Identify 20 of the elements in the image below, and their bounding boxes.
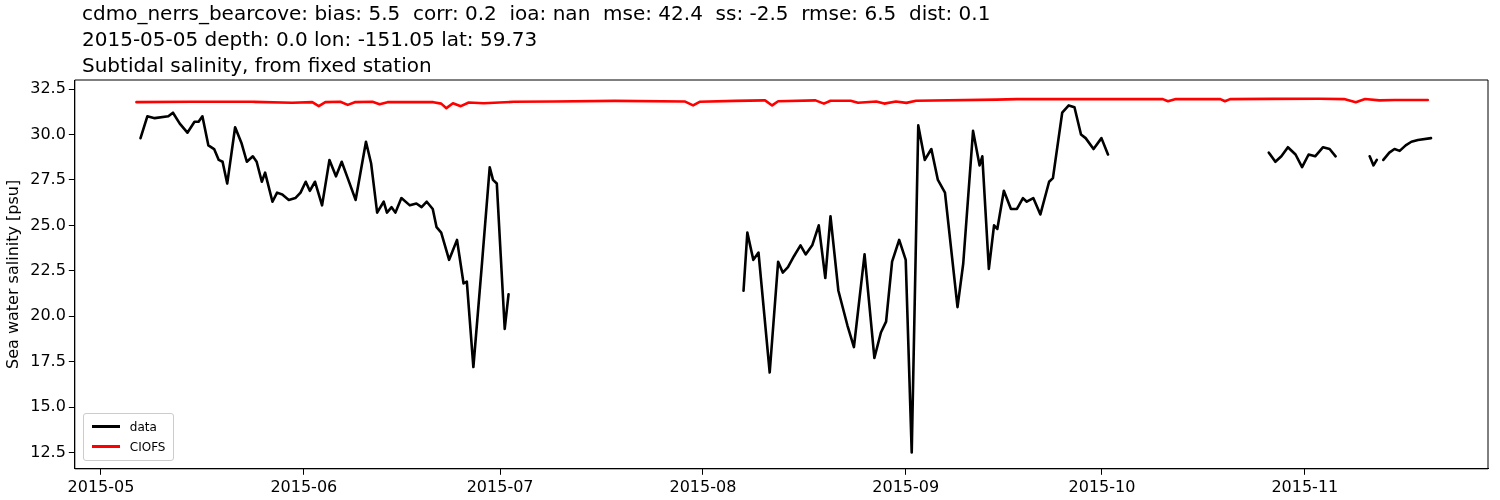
- x-tick-label: 2015-10: [1068, 476, 1136, 496]
- y-tick-label: 30.0: [30, 123, 66, 143]
- x-tick-label: 2015-07: [466, 476, 534, 496]
- y-axis-title: Sea water salinity [psu]: [2, 179, 22, 369]
- y-tick-label: 27.5: [30, 169, 66, 189]
- x-tick-label: 2015-08: [669, 476, 737, 496]
- y-tick-label: 15.0: [30, 396, 66, 416]
- x-tick-label: 2015-05: [67, 476, 135, 496]
- chart-title: cdmo_nerrs_bearcove: bias: 5.5 corr: 0.2 ioa: nan mse: 42.4 ss: -2.5 rmse: 6.5 dist: 0.1 2015-05-05 depth: 0.0 lon: -151.05 lat: 59.73 Subtidal salinity, from fixed station: [82, 0, 991, 78]
- y-tick-label: 17.5: [30, 350, 66, 370]
- x-tick-label: 2015-11: [1271, 476, 1339, 496]
- y-tick-label: 12.5: [30, 441, 66, 461]
- legend-label: CIOFS: [129, 439, 166, 454]
- y-tick-label: 25.0: [30, 214, 66, 234]
- x-tick-label: 2015-06: [270, 476, 338, 496]
- legend-label: data: [129, 419, 157, 434]
- x-tick-label: 2015-09: [872, 476, 940, 496]
- y-tick-label: 20.0: [30, 305, 66, 325]
- y-tick-label: 22.5: [30, 259, 66, 279]
- y-tick-label: 32.5: [30, 78, 66, 98]
